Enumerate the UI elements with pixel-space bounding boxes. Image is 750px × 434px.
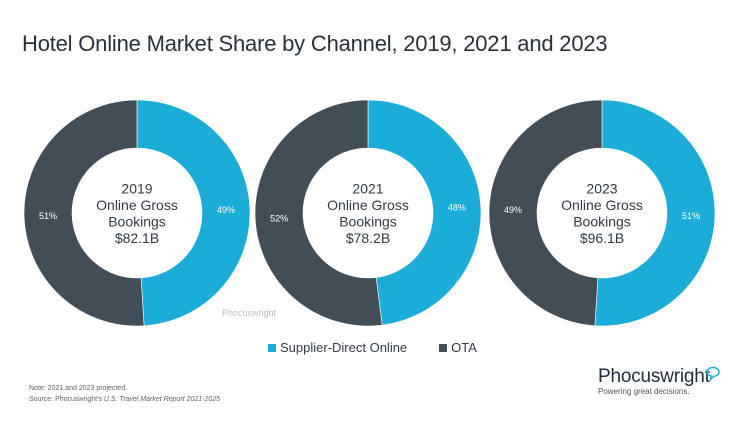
center-label-2023-line-4: $96.1B — [580, 230, 624, 246]
note-text: Note: 2021 and 2023 projected. — [29, 385, 128, 392]
legend-swatch-ota — [439, 343, 448, 352]
center-label-2019-line-1: 2019 — [121, 180, 152, 196]
speech-bubble-icon — [706, 366, 720, 382]
footnote: Note: 2021 and 2023 projected. Source: P… — [29, 383, 220, 405]
logo-name: Phocuswright — [598, 366, 710, 387]
center-label-2023-line-2: Online Gross — [561, 197, 643, 213]
chart-title: Hotel Online Market Share by Channel, 20… — [22, 31, 608, 56]
center-label-2019-line-4: $82.1B — [115, 230, 159, 246]
center-label-2023-line-3: Bookings — [573, 213, 631, 229]
legend: Supplier-Direct Online OTA — [268, 340, 509, 355]
center-label-2021-line-3: Bookings — [339, 213, 397, 229]
data-label-supplier-direct-2021: 48% — [448, 202, 466, 212]
data-label-ota-2023: 49% — [504, 205, 522, 215]
slice-ota-2023 — [488, 99, 603, 327]
data-label-supplier-direct-2023: 51% — [682, 211, 700, 221]
center-label-2019-line-3: Bookings — [108, 213, 166, 229]
legend-item-ota: OTA — [439, 340, 477, 355]
slice-supplier-direct-2019 — [136, 99, 251, 327]
legend-label-supplier-direct: Supplier-Direct Online — [280, 340, 408, 355]
slice-ota-2019 — [23, 99, 145, 327]
center-label-2021-line-1: 2021 — [352, 180, 383, 196]
legend-swatch-supplier-direct — [268, 343, 276, 352]
phocuswright-logo: Phocuswright Powering great decisions. — [598, 366, 720, 396]
data-label-ota-2021: 52% — [270, 214, 288, 224]
logo-tagline: Powering great decisions. — [598, 387, 690, 396]
slice-ota-2021 — [254, 99, 383, 327]
center-label-2019-line-2: Online Gross — [96, 197, 178, 213]
legend-item-supplier-direct: Supplier-Direct Online — [268, 340, 407, 355]
center-label-2021-line-2: Online Gross — [327, 197, 409, 213]
slice-supplier-direct-2023 — [594, 99, 716, 327]
watermark: Phocuswright — [222, 308, 277, 318]
legend-label-ota: OTA — [451, 340, 477, 355]
source-text: Source: Phocuswright's U.S. Travel Marke… — [29, 394, 220, 405]
center-label-2021-line-4: $78.2B — [346, 230, 390, 246]
source-title: U.S. Travel Market Report 2021-2025 — [103, 396, 221, 403]
source-prefix: Source: Phocuswright's — [29, 396, 104, 403]
data-label-supplier-direct-2019: 49% — [217, 205, 235, 215]
data-label-ota-2019: 51% — [39, 211, 57, 221]
slice-supplier-direct-2021 — [367, 99, 482, 326]
center-label-2023-line-1: 2023 — [586, 180, 617, 196]
